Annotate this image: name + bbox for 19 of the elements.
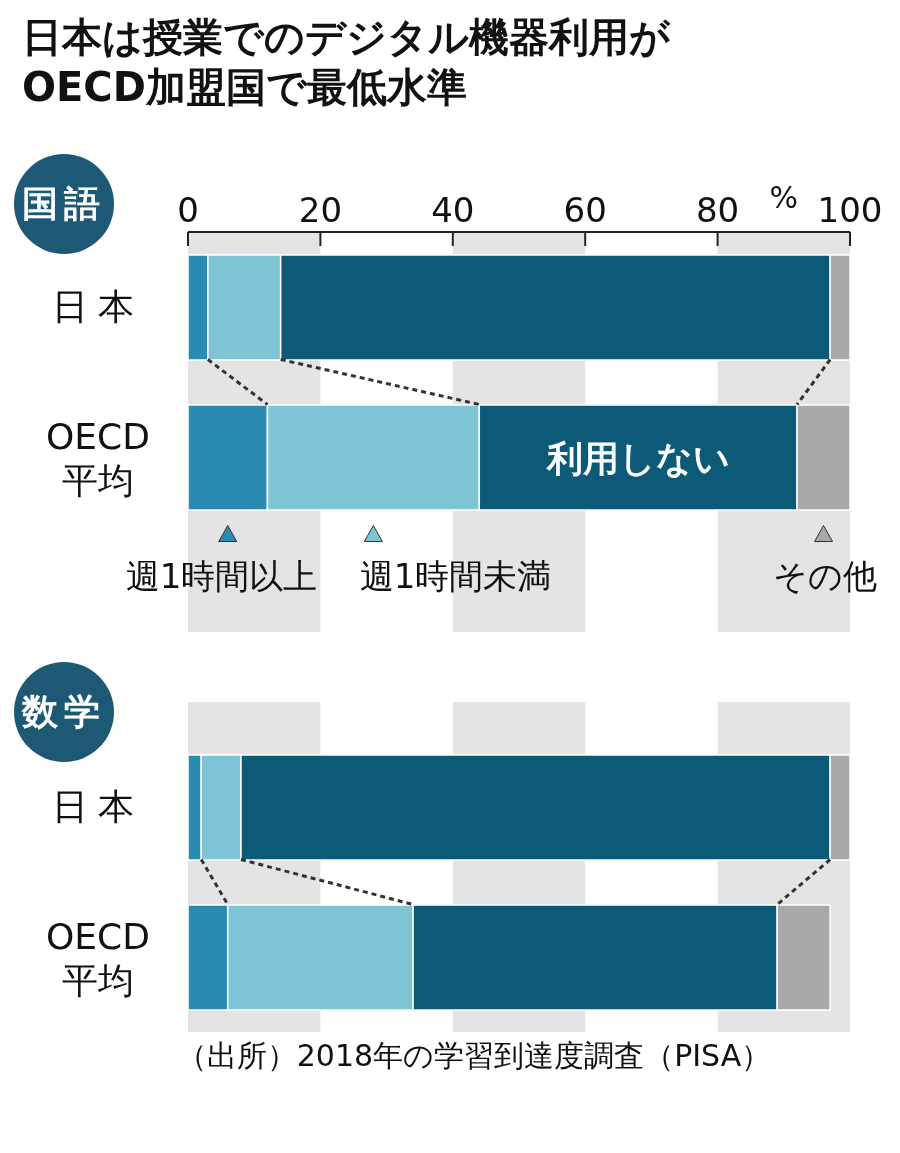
x-tick-label: 0 <box>177 190 199 230</box>
x-tick-label: 80 <box>695 190 740 230</box>
x-tick-label: 100 <box>817 190 883 230</box>
x-axis-title: % <box>769 180 799 215</box>
chart-title: 日本は授業でのデジタル機器利用が OECD加盟国で最低水準 <box>21 13 671 112</box>
chart-subtitle: 国語 <box>14 154 114 254</box>
series-label: 利用しない <box>544 438 730 479</box>
legend-label: その他 <box>772 555 877 596</box>
y-tick-label: 日本 <box>52 286 144 327</box>
x-tick-label: 20 <box>298 190 343 230</box>
x-tick-label: 40 <box>431 190 475 230</box>
legend-label: 週1時間以上 <box>125 555 318 596</box>
y-tick-label: OECD 平均 <box>46 416 150 501</box>
text: （出所）2018年の学習到達度調査（PISA） <box>175 1037 773 1075</box>
chart-subtitle: 数学 <box>14 662 114 762</box>
y-tick-label: 日本 <box>52 786 144 827</box>
x-tick-label: 60 <box>563 190 607 230</box>
y-tick-label: OECD 平均 <box>46 916 150 1001</box>
legend-label: 週1時間未満 <box>359 555 552 596</box>
